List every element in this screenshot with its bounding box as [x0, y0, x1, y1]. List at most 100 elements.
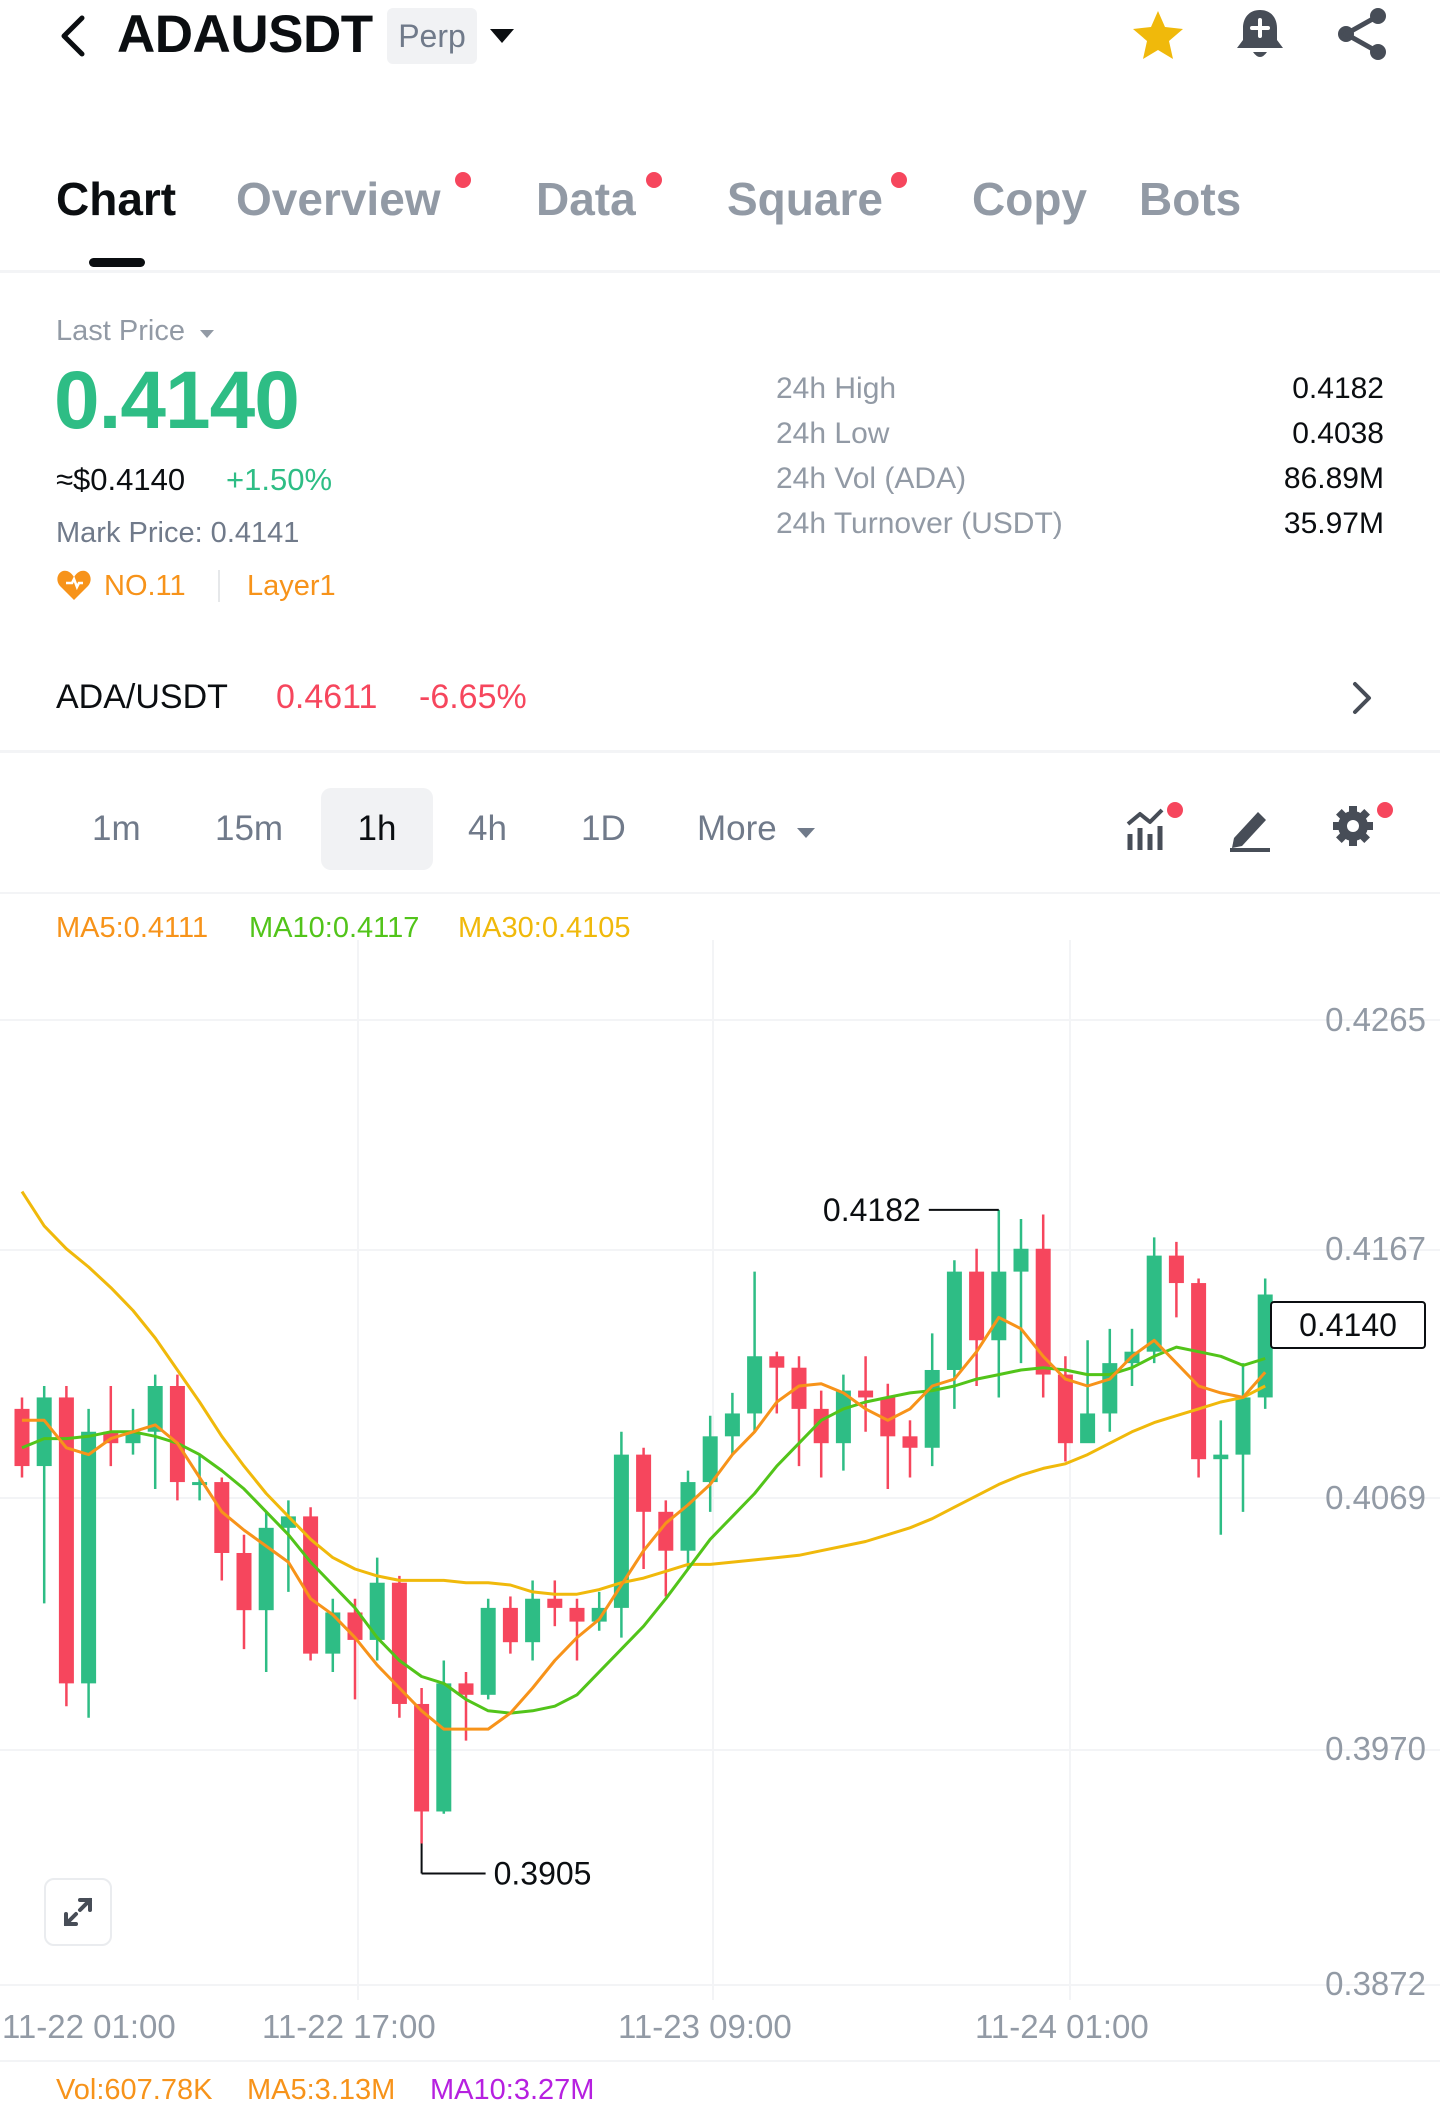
- fullscreen-expand-icon[interactable]: [44, 1878, 112, 1946]
- spot-divider: [0, 750, 1440, 753]
- last-price-label[interactable]: Last Price: [56, 315, 215, 348]
- timeframe-more-label: More: [697, 809, 777, 848]
- y-axis-label: 0.3970: [1325, 1730, 1426, 1767]
- price-alert-bell-icon[interactable]: [1232, 6, 1288, 64]
- candle-up: [125, 1431, 141, 1444]
- timeframe-1m[interactable]: 1m: [92, 809, 141, 848]
- candle-up: [924, 1369, 940, 1448]
- contract-type-badge[interactable]: Perp: [387, 8, 477, 64]
- candle-up: [258, 1527, 274, 1611]
- ma10-line: [21, 1345, 1266, 1715]
- timeframe-more[interactable]: More: [697, 788, 816, 870]
- timeframe-1h[interactable]: 1h: [321, 788, 433, 870]
- candle-down: [880, 1397, 896, 1437]
- stat-label-24h-low: 24h Low: [776, 417, 890, 450]
- tab-bots[interactable]: Bots: [1139, 173, 1242, 225]
- candle-up: [1257, 1294, 1273, 1398]
- tab-copy[interactable]: Copy: [972, 173, 1087, 225]
- usd-value: ≈$0.4140: [56, 462, 186, 497]
- candle-down: [236, 1552, 252, 1611]
- drawing-pencil-icon[interactable]: [1228, 802, 1272, 852]
- candle-up: [36, 1397, 52, 1467]
- rank-badge[interactable]: NO.11: [104, 570, 186, 602]
- y-axis-label: 0.4167: [1325, 1230, 1426, 1267]
- candle-down: [1035, 1248, 1051, 1375]
- y-axis-label: 0.4069: [1325, 1479, 1426, 1516]
- candle-down: [14, 1408, 30, 1467]
- candle-up: [369, 1582, 385, 1640]
- candle-up: [1146, 1255, 1162, 1352]
- candle-down: [858, 1390, 874, 1398]
- spot-pair-change: -6.65%: [419, 678, 527, 716]
- spot-pair-row[interactable]: ADA/USDT 0.4611 -6.65%: [0, 660, 1440, 736]
- candle-up: [613, 1454, 629, 1608]
- x-axis-label: 11-22 01:00: [2, 2008, 176, 2045]
- candle-down: [791, 1367, 807, 1409]
- candle-up: [1102, 1363, 1118, 1414]
- candle-up: [525, 1598, 541, 1643]
- stat-value-24h-low: 0.4038: [1292, 417, 1384, 450]
- back-icon[interactable]: [52, 14, 96, 58]
- last-price-label-text: Last Price: [56, 315, 185, 347]
- tabs-divider: [0, 270, 1440, 273]
- tab-data[interactable]: Data: [536, 173, 636, 225]
- category-badge[interactable]: Layer1: [247, 570, 336, 602]
- stat-value-24h-high: 0.4182: [1292, 372, 1384, 405]
- candle-down: [458, 1683, 474, 1695]
- chart-settings-gear-icon[interactable]: [1331, 800, 1395, 856]
- candle-down: [169, 1386, 185, 1483]
- volume-legend: Vol:607.78K: [56, 2074, 213, 2106]
- candle-up: [1013, 1248, 1029, 1272]
- candle-up: [680, 1482, 696, 1551]
- tab-overview-notification-dot: [455, 172, 471, 188]
- low-annotation-label: 0.3905: [494, 1856, 592, 1892]
- stat-label-24h-vol: 24h Vol (ADA): [776, 462, 967, 495]
- volume-ma5-legend: MA5:3.13M: [247, 2074, 396, 2106]
- current-price-tag: 0.4140: [1270, 1301, 1426, 1349]
- timeframe-15m[interactable]: 15m: [215, 809, 284, 848]
- share-icon[interactable]: [1334, 6, 1390, 62]
- x-axis-label: 11-24 01:00: [975, 2008, 1149, 2045]
- candle-up: [147, 1386, 163, 1432]
- last-price-dropdown-icon: [200, 330, 215, 338]
- candle-up: [946, 1271, 962, 1370]
- volume-divider: [0, 2060, 1440, 2062]
- mark-price: Mark Price: 0.4141: [56, 517, 300, 549]
- spot-pair-price: 0.4611: [276, 678, 378, 716]
- stat-label-24h-turnover: 24h Turnover (USDT): [776, 507, 1063, 540]
- ma5-line: [22, 1315, 1267, 1731]
- candle-down: [636, 1454, 652, 1512]
- candle-down: [58, 1397, 74, 1684]
- candle-up: [192, 1482, 208, 1486]
- candle-up: [81, 1431, 97, 1684]
- tab-chart[interactable]: Chart: [56, 173, 177, 225]
- y-axis-label: 0.3872: [1325, 1965, 1426, 2002]
- tab-overview[interactable]: Overview: [236, 173, 441, 225]
- candle-up: [835, 1390, 851, 1444]
- last-price-value: 0.4140: [54, 355, 300, 446]
- candle-up: [1213, 1454, 1229, 1460]
- candle-down: [902, 1436, 918, 1448]
- y-axis-label: 0.4265: [1325, 1001, 1426, 1038]
- ma5-legend: MA5:0.4111: [56, 912, 209, 944]
- candlestick-chart[interactable]: 0.4182 0.3905: [0, 940, 1440, 2060]
- candle-down: [502, 1607, 518, 1643]
- favorite-star-icon[interactable]: [1130, 8, 1186, 64]
- candle-up: [436, 1683, 452, 1812]
- candle-up: [480, 1607, 496, 1695]
- candle-up: [325, 1612, 341, 1654]
- candle-down: [1191, 1283, 1207, 1460]
- candle-down: [1168, 1255, 1184, 1284]
- tab-square[interactable]: Square: [727, 173, 883, 225]
- indicators-icon[interactable]: [1124, 800, 1184, 856]
- spot-pair-name: ADA/USDT: [56, 678, 228, 716]
- symbol-dropdown-icon[interactable]: [488, 26, 516, 46]
- heart-rank-icon: [56, 568, 92, 602]
- timeframe-1d[interactable]: 1D: [581, 809, 626, 848]
- stat-value-24h-turnover: 35.97M: [1283, 507, 1384, 540]
- symbol-title[interactable]: ADAUSDT: [117, 5, 373, 64]
- timeframe-4h[interactable]: 4h: [468, 809, 507, 848]
- candle-down: [414, 1703, 430, 1812]
- candle-down: [1057, 1374, 1073, 1444]
- candle-down: [769, 1356, 785, 1368]
